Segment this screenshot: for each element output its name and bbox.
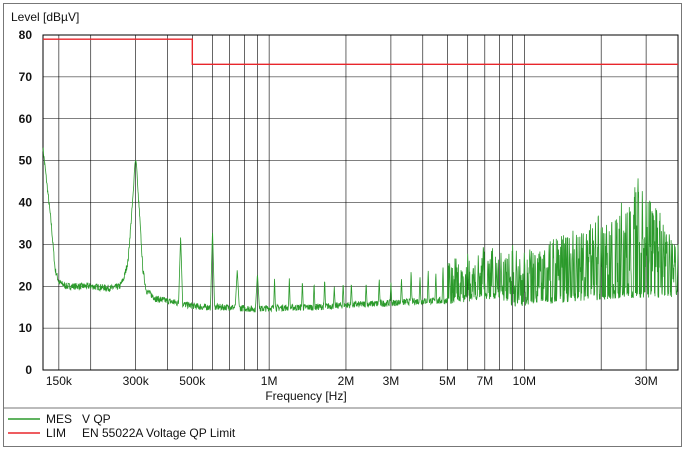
y-tick-label: 80 [19,28,33,42]
legend-label: V QP [82,412,111,426]
y-tick-label: 40 [19,196,33,210]
grid [43,34,678,371]
x-tick-label: 7M [476,374,493,388]
y-tick-label: 60 [19,112,33,126]
series-lim-line [43,38,678,66]
x-tick-label: 30M [634,374,657,388]
legend-label: EN 55022A Voltage QP Limit [82,426,236,440]
x-tick-label: 2M [338,374,355,388]
y-tick-label: 10 [19,321,33,335]
x-tick-label: 3M [383,374,400,388]
y-axis: 0 10 20 30 40 50 60 70 80 [19,28,33,377]
x-tick-label: 500k [179,374,206,388]
x-axis: 150k 300k 500k 1M 2M 3M 5M 7M 10M 30M [46,374,658,388]
legend: MES V QP LIM EN 55022A Voltage QP Limit [8,412,236,440]
y-axis-title: Level [dBµV] [11,10,79,24]
y-tick-label: 20 [19,279,33,293]
y-tick-label: 30 [19,237,33,251]
chart-frame [3,3,682,447]
x-tick-label: 1M [261,374,278,388]
x-tick-label: 300k [123,374,150,388]
x-tick-label: 150k [46,374,73,388]
series-layer [42,38,679,313]
plot-area [42,34,679,371]
x-tick-label: 5M [439,374,456,388]
legend-id: LIM [46,426,66,440]
x-axis-title: Frequency [Hz] [265,389,346,403]
y-tick-label: 50 [19,154,33,168]
x-tick-label: 10M [513,374,536,388]
legend-id: MES [46,412,72,426]
y-tick-label: 70 [19,70,33,84]
y-tick-label: 0 [25,363,32,377]
series-mes-line [42,147,679,313]
